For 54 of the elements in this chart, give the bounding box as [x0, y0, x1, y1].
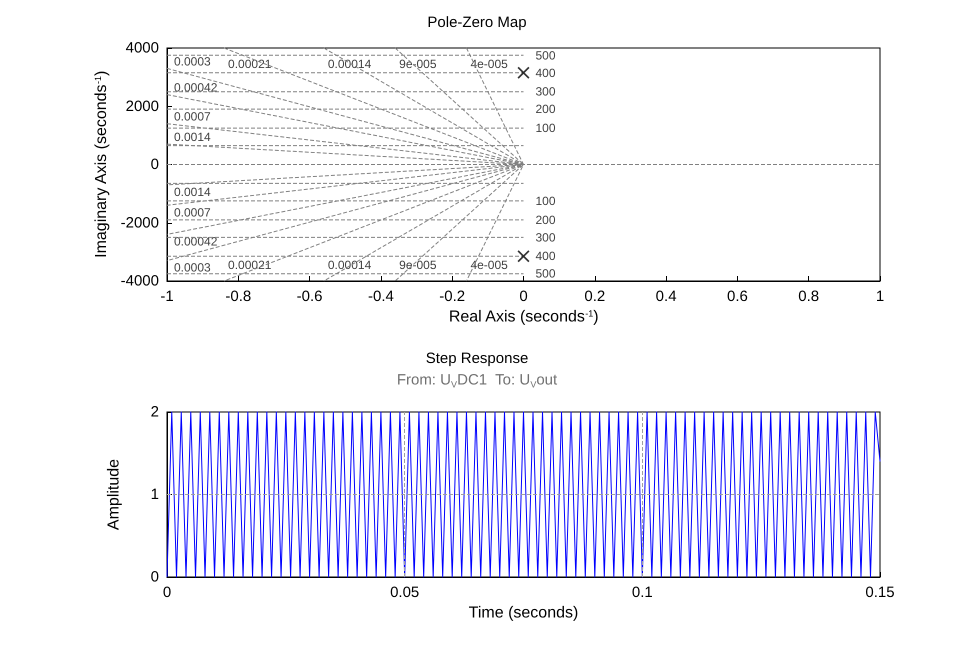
y-tick-label: 4000	[126, 40, 159, 56]
y-tick-label: -2000	[120, 214, 159, 232]
annotation: 100	[536, 194, 556, 208]
annotation: 100	[536, 121, 556, 136]
annotation: 0.00021	[228, 57, 272, 71]
x-tick-label: 0.2	[584, 288, 606, 305]
y-tick-label: 2	[150, 404, 159, 420]
annotation: 500	[536, 266, 556, 281]
x-tick-label: 0.05	[390, 584, 420, 601]
annotation: 0.0003	[174, 260, 212, 275]
x-tick-label: 1	[876, 288, 884, 305]
annotation: 0.00014	[328, 57, 372, 71]
annotation: 0.0007	[174, 205, 212, 220]
annotation: 0.0014	[174, 184, 212, 199]
y-axis-title: Imaginary Axis (seconds-1)	[93, 70, 110, 258]
annotation: 200	[536, 102, 556, 116]
x-tick-label: -0.4	[368, 288, 394, 305]
chart-title: Pole-Zero Map	[427, 14, 527, 31]
x-tick-label: 0	[162, 584, 172, 601]
x-tick-label: 0.6	[726, 288, 748, 305]
annotation: 4e-005	[470, 57, 508, 71]
annotation: 4e-005	[470, 258, 508, 272]
x-tick-label: -0.8	[225, 288, 252, 305]
annotation: 0.00014	[328, 258, 372, 272]
annotation: 0.0014	[174, 130, 212, 144]
annotation: 500	[536, 48, 556, 62]
y-tick-label: 0	[150, 156, 159, 173]
x-axis-title: Time (seconds)	[468, 604, 578, 622]
x-tick-label: 0	[519, 288, 528, 305]
x-tick-label: -0.6	[296, 288, 323, 305]
annotation: 400	[536, 66, 556, 80]
chart-title: Step Response	[426, 350, 528, 367]
annotation: 300	[536, 84, 556, 99]
annotation: 300	[536, 230, 556, 244]
annotation: 0.00042	[174, 80, 218, 95]
y-tick-label: -4000	[120, 272, 159, 290]
annotation: 0.00042	[174, 234, 218, 248]
x-tick-label: -0.2	[439, 288, 466, 305]
x-tick-label: 0.4	[656, 288, 677, 305]
x-tick-label: 0.8	[798, 288, 820, 305]
x-tick-label: -1	[160, 288, 174, 305]
annotation: 0.00021	[228, 258, 272, 272]
annotation: 400	[536, 249, 556, 264]
y-axis-title: Amplitude	[106, 458, 122, 530]
y-tick-label: 1	[150, 486, 159, 503]
y-tick-label: 0	[150, 568, 159, 586]
annotation: 0.0003	[174, 54, 212, 68]
y-tick-label: 2000	[126, 98, 159, 115]
annotation: 9e-005	[399, 258, 437, 272]
x-tick-label: 0.15	[865, 584, 895, 601]
x-tick-label: 0.1	[632, 584, 653, 601]
annotation: 9e-005	[399, 57, 437, 71]
annotation: 0.0007	[174, 110, 212, 124]
annotation: 200	[536, 212, 556, 227]
